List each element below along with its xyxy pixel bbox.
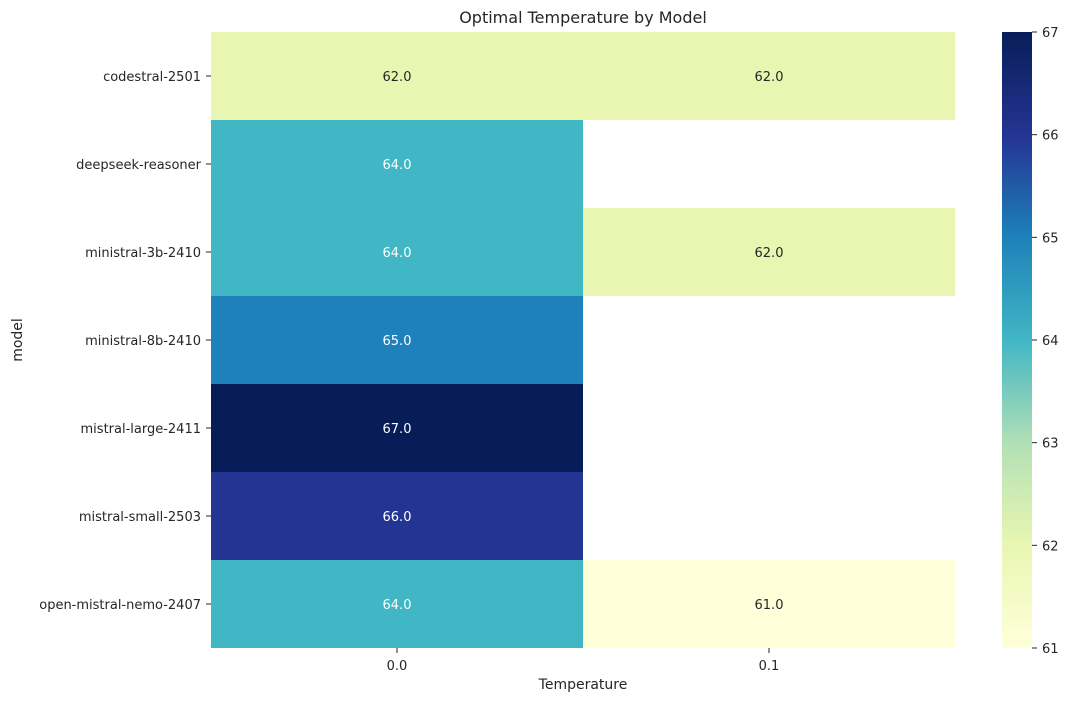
cell-value-label: 61.0	[755, 598, 784, 613]
x-tick-label: 0.0	[387, 659, 408, 674]
colorbar-gradient	[1002, 32, 1032, 648]
y-tick-labels: codestral-2501 deepseek-reasoner ministral…	[39, 70, 211, 613]
heatmap-cells: 62.0 62.0 64.0 64.0 62.0 65.0 67.0 66.0 64.0 61.0	[211, 32, 955, 648]
y-tick-label: codestral-2501	[103, 70, 201, 85]
heatmap-cell	[583, 32, 955, 120]
y-axis-label: model	[10, 318, 26, 362]
x-tick-labels: 0.0 0.1	[387, 648, 780, 674]
cell-value-label: 62.0	[755, 246, 784, 261]
y-tick-label: ministral-3b-2410	[85, 246, 201, 261]
cell-value-label: 66.0	[383, 510, 412, 525]
x-tick-label: 0.1	[759, 659, 780, 674]
chart-title: Optimal Temperature by Model	[459, 8, 707, 27]
cell-value-label: 64.0	[383, 598, 412, 613]
heatmap-cell	[211, 32, 583, 120]
heatmap-cell	[211, 472, 583, 560]
heatmap-cell	[211, 296, 583, 384]
colorbar-tick-label: 66	[1042, 129, 1059, 144]
heatmap-cell	[211, 120, 583, 208]
y-tick-label: mistral-large-2411	[81, 422, 201, 437]
cell-value-label: 64.0	[383, 246, 412, 261]
heatmap-cell	[211, 208, 583, 296]
y-tick-label: mistral-small-2503	[79, 510, 201, 525]
x-axis-label: Temperature	[538, 677, 628, 693]
colorbar-tick-label: 64	[1042, 334, 1059, 349]
colorbar-tick-label: 65	[1042, 231, 1059, 246]
colorbar-tick-label: 67	[1042, 26, 1059, 41]
colorbar-tick-label: 61	[1042, 642, 1059, 657]
colorbar: 61 62 63 64 65 66 67	[1002, 26, 1059, 657]
y-tick-label: ministral-8b-2410	[85, 334, 201, 349]
heatmap-cell	[211, 384, 583, 472]
cell-value-label: 64.0	[383, 158, 412, 173]
colorbar-tick-label: 63	[1042, 437, 1059, 452]
colorbar-tick-label: 62	[1042, 539, 1059, 554]
colorbar-ticks: 61 62 63 64 65 66 67	[1032, 26, 1059, 657]
cell-value-label: 67.0	[383, 422, 412, 437]
cell-value-label: 65.0	[383, 334, 412, 349]
y-tick-label: open-mistral-nemo-2407	[39, 598, 201, 613]
cell-value-label: 62.0	[755, 70, 784, 85]
y-tick-label: deepseek-reasoner	[76, 158, 201, 173]
heatmap-cell	[583, 560, 955, 648]
heatmap-cell	[211, 560, 583, 648]
cell-value-label: 62.0	[383, 70, 412, 85]
heatmap-cell	[583, 208, 955, 296]
